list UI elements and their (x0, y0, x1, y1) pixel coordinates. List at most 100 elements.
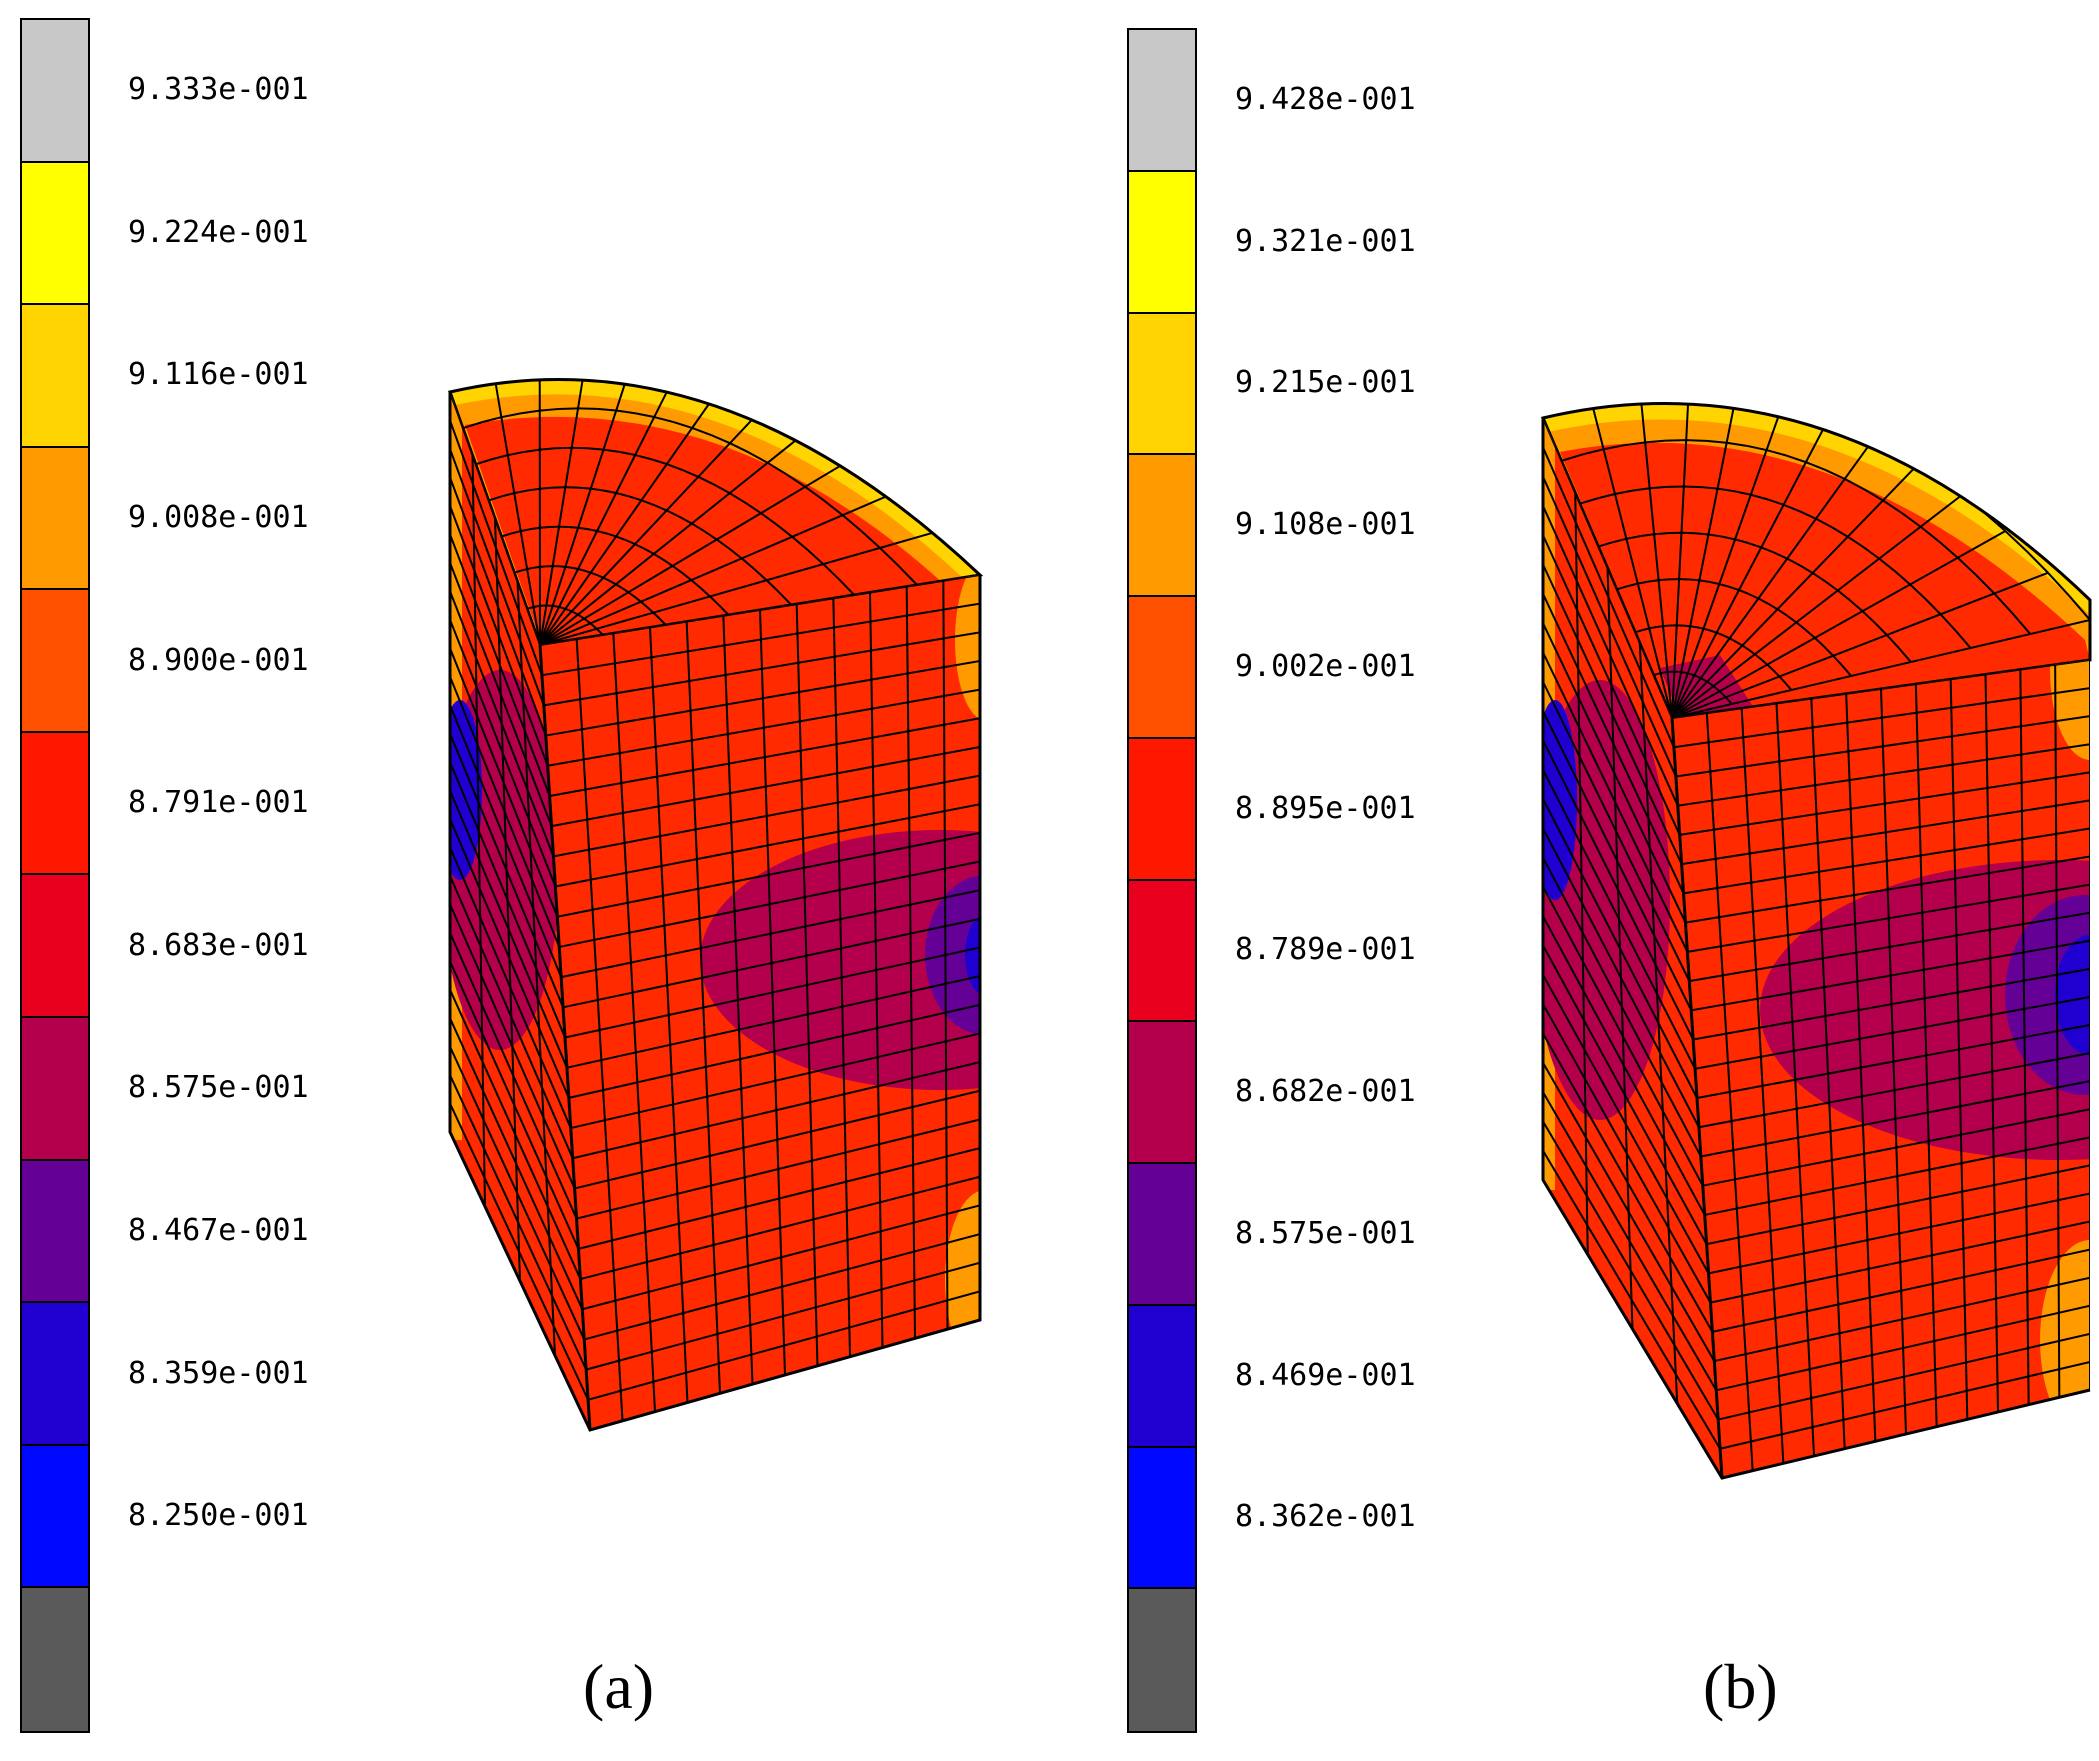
mesh-line (1738, 589, 1750, 595)
mesh-line (1543, 446, 1675, 748)
legend-label: 8.575e-001 (128, 1070, 309, 1106)
mesh-line (1665, 394, 1689, 395)
legend-label: 9.321e-001 (1235, 223, 1416, 259)
mesh-line (805, 431, 829, 447)
mesh-line (602, 576, 611, 582)
legend-swatch (22, 590, 88, 733)
mesh-line (2026, 550, 2049, 574)
model-a-top-outline (448, 377, 984, 647)
mesh-line (1760, 546, 1775, 554)
legend-swatch (22, 1303, 88, 1446)
mesh-line (1812, 572, 1826, 583)
mesh-line (1831, 526, 1849, 538)
mesh-line (1709, 629, 1717, 634)
mesh-line (606, 532, 617, 538)
legend-swatch (22, 20, 88, 163)
mesh-line (1786, 557, 1801, 567)
mesh-line (1543, 505, 1679, 807)
mesh-line (450, 1103, 589, 1401)
mesh-line (450, 562, 553, 827)
mesh-line (860, 530, 881, 549)
mesh-line (1750, 493, 1768, 501)
mesh-line (1954, 629, 1972, 649)
mesh-line (584, 569, 592, 574)
mesh-line (653, 416, 674, 423)
mesh-line (710, 434, 731, 445)
mesh-line (709, 595, 720, 607)
mesh-line (1799, 510, 1817, 520)
legend-label: 9.108e-001 (1235, 507, 1416, 543)
legend-swatch (22, 305, 88, 448)
mesh-line (641, 499, 655, 506)
front-b-rim-right (2050, 660, 2090, 760)
mesh-line (539, 530, 937, 645)
mesh-line (695, 383, 718, 393)
mesh-line (1543, 974, 1710, 1274)
mesh-line (1632, 487, 1650, 492)
mesh-line (1717, 487, 1735, 493)
mesh-line (520, 528, 531, 533)
mesh-line (539, 408, 763, 645)
mesh-line (841, 514, 862, 532)
mesh-line (653, 553, 664, 561)
mesh-line (1624, 441, 1646, 447)
mesh-line (578, 486, 591, 490)
mesh-line (539, 525, 550, 529)
mesh-line (1700, 677, 1705, 681)
mesh-line (576, 1118, 980, 1220)
mesh-line (583, 1233, 980, 1341)
mesh-line (767, 461, 787, 476)
mesh-line (1823, 645, 1834, 657)
legend-swatch (1129, 30, 1195, 172)
mesh-line (1712, 395, 1736, 397)
mesh-line (587, 528, 598, 533)
mesh-line (1849, 599, 1864, 612)
mesh-line (1686, 439, 1707, 442)
mesh-line (1543, 798, 1698, 1099)
legend-swatch (22, 1588, 88, 1731)
mesh-line (539, 407, 559, 412)
mesh-line (1716, 631, 1724, 637)
mesh-line (682, 469, 699, 478)
mesh-line (533, 565, 541, 569)
mesh-line (1727, 699, 1733, 705)
mesh-line (1689, 394, 1713, 395)
mesh-line (1694, 532, 1709, 536)
mesh-line (1660, 671, 1665, 675)
mesh-line (559, 860, 980, 948)
mesh-line (578, 1147, 980, 1250)
mesh-line (1805, 461, 1826, 471)
mesh-line (1776, 608, 1788, 617)
mesh-line (2068, 595, 2090, 621)
legend-bar-a (20, 18, 90, 1733)
mesh-line (533, 605, 537, 609)
mesh-line (1614, 489, 1633, 496)
mesh-line (1543, 739, 1695, 1040)
mesh-line (1804, 629, 1816, 639)
mesh-line (753, 568, 768, 582)
mesh-line (450, 932, 578, 1220)
mesh-line (475, 458, 493, 466)
legend-bar-b (1127, 28, 1197, 1733)
mesh-line (450, 1074, 588, 1371)
model-a-front-mesh (540, 575, 980, 1430)
mesh-line (1728, 585, 1740, 592)
legend-swatch (22, 162, 88, 306)
mesh-line (1597, 493, 1616, 500)
mesh-line (1543, 1150, 1721, 1450)
mesh-line (450, 477, 547, 736)
mesh-line (526, 566, 534, 571)
mesh-line (1874, 621, 1888, 636)
mesh-line (1543, 418, 1673, 719)
legend-label: 9.002e-001 (1235, 648, 1416, 684)
mesh-line (1649, 626, 1657, 630)
legend-label: 8.467e-001 (128, 1212, 309, 1248)
front-a-warm (945, 1190, 980, 1370)
mesh-line (596, 530, 607, 535)
mesh-line (501, 492, 515, 498)
mesh-line (1844, 478, 1865, 490)
mesh-line (539, 431, 807, 645)
mesh-line (672, 420, 693, 429)
mesh-line (597, 407, 617, 412)
mesh-line (540, 370, 562, 372)
